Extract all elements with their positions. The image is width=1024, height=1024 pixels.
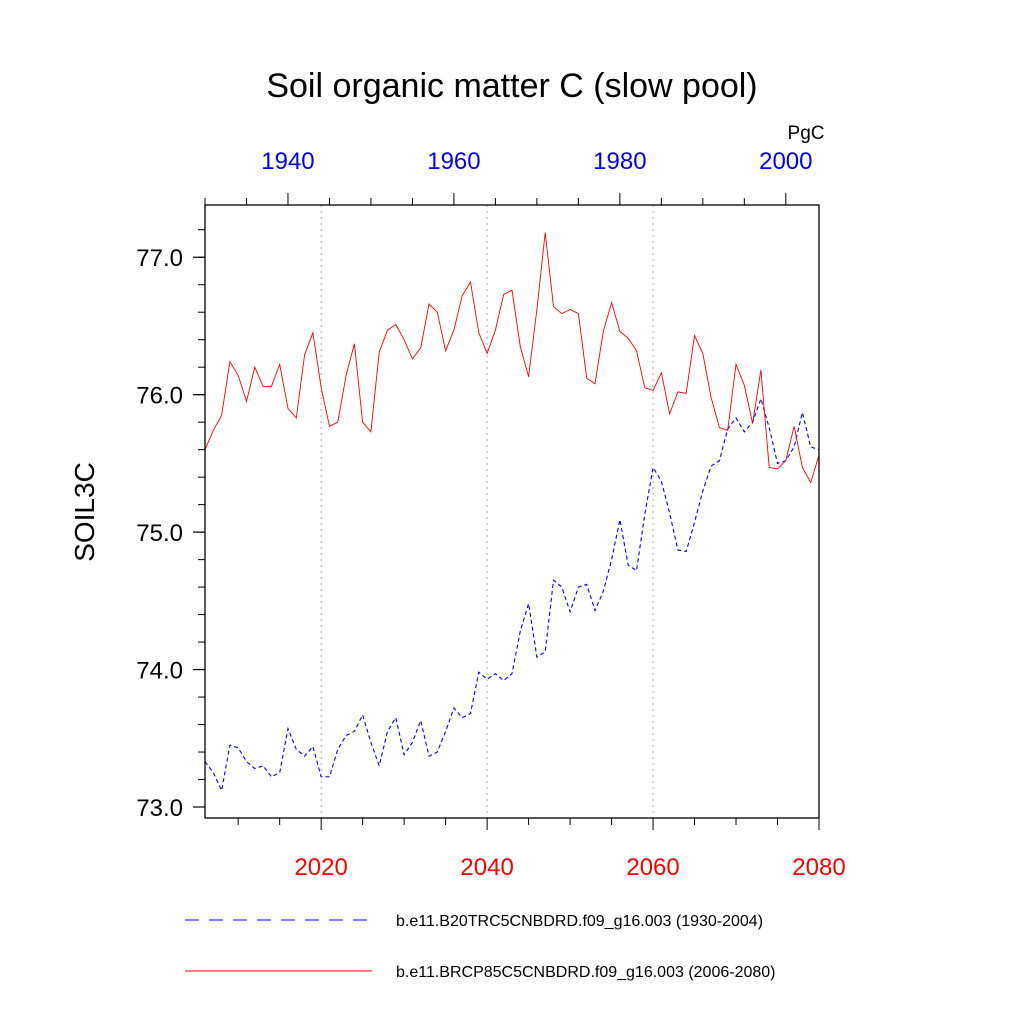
series-layer bbox=[204, 232, 820, 793]
grid-lines bbox=[320, 205, 654, 818]
y-tick-label-74.0: 74.0 bbox=[136, 658, 183, 685]
x-top-tick-label-1940: 1940 bbox=[261, 148, 314, 175]
series-line-rcp85 bbox=[204, 232, 820, 484]
units-label: PgC bbox=[788, 123, 825, 144]
legend: b.e11.B20TRC5CNBDRD.f09_g16.003 (1930-20… bbox=[185, 913, 775, 981]
series-line-historical bbox=[204, 396, 820, 793]
plot-frame bbox=[204, 204, 820, 819]
legend-label-rcp85: b.e11.BRCP85C5CNBDRD.f09_g16.003 (2006-2… bbox=[396, 964, 775, 981]
x-top-tick-label-2000: 2000 bbox=[759, 148, 812, 175]
chart-title: Soil organic matter C (slow pool) bbox=[266, 67, 757, 105]
x-bottom-tick-label-2040: 2040 bbox=[460, 854, 513, 881]
x-bottom-tick-label-2080: 2080 bbox=[792, 854, 845, 881]
axes: 73.0 74.0 75.0 76.0 77.0 2020 2040 2060 2080 1940… bbox=[136, 148, 845, 881]
y-axis-label: SOIL3C bbox=[69, 462, 100, 562]
x-bottom-tick-label-2060: 2060 bbox=[626, 854, 679, 881]
x-bottom-tick-label-2020: 2020 bbox=[294, 854, 347, 881]
y-tick-label-73.0: 73.0 bbox=[136, 795, 183, 822]
y-tick-label-76.0: 76.0 bbox=[136, 383, 183, 410]
y-tick-label-75.0: 75.0 bbox=[136, 520, 183, 547]
legend-label-historical: b.e11.B20TRC5CNBDRD.f09_g16.003 (1930-20… bbox=[396, 913, 763, 930]
x-top-tick-label-1980: 1980 bbox=[593, 148, 646, 175]
x-top-tick-label-1960: 1960 bbox=[427, 148, 480, 175]
y-tick-label-77.0: 77.0 bbox=[136, 245, 183, 272]
